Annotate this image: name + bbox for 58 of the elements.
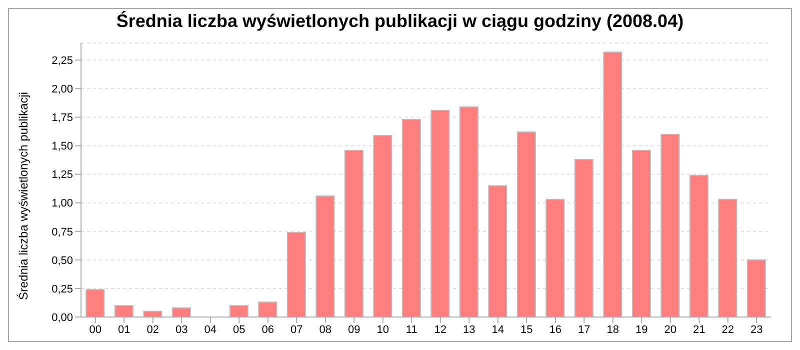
bar: [172, 307, 191, 317]
bar: [86, 289, 105, 317]
bar: [402, 118, 421, 317]
x-tick-label: 14: [492, 324, 504, 336]
y-tick-label: 0,50: [52, 254, 73, 267]
y-tick-label: 1,25: [52, 169, 73, 182]
bar: [258, 302, 278, 317]
x-tick-label: 22: [722, 324, 734, 336]
x-tick-label: 11: [406, 324, 418, 336]
y-tick-label: 0,25: [52, 283, 73, 296]
x-tick-label: 07: [290, 324, 303, 336]
x-tick-label: 12: [434, 324, 446, 336]
bar: [660, 134, 680, 317]
bar: [574, 158, 594, 317]
x-tick-label: 17: [578, 324, 590, 336]
bar: [689, 174, 708, 317]
x-tick-label: 05: [233, 324, 246, 336]
x-tick-label: 08: [319, 324, 332, 336]
x-tick-label: 00: [89, 324, 102, 336]
x-tick-label: 18: [606, 324, 619, 336]
x-tick-label: 20: [664, 324, 676, 336]
bar: [344, 150, 364, 317]
x-tick-label: 15: [520, 324, 533, 336]
y-tick-label: 1,50: [52, 140, 73, 153]
y-tick-label: 1,00: [52, 198, 73, 210]
chart-title: Średnia liczba wyświetlonych publikacji w ciągu godziny (2008.04): [115, 10, 685, 33]
bar: [229, 305, 248, 317]
x-tick-label: 10: [376, 324, 389, 336]
x-tick-label: 23: [750, 324, 763, 336]
bar: [114, 305, 134, 317]
y-tick-label: 1,75: [52, 112, 73, 124]
bar: [516, 132, 536, 317]
x-tick-label: 04: [204, 324, 216, 336]
bar: [488, 185, 508, 317]
bar: [718, 198, 738, 317]
bar: [373, 134, 392, 317]
bar: [746, 259, 766, 317]
y-axis-title: Średnia liczba wyświetlonych publikacji: [16, 92, 30, 300]
y-tick-label: 2,25: [52, 55, 73, 68]
bar: [546, 198, 565, 317]
x-tick-label: 21: [693, 324, 706, 336]
x-tick-label: 01: [118, 324, 130, 336]
x-tick-label: 02: [146, 324, 159, 336]
bar: [459, 106, 478, 317]
y-tick-label: 2,00: [52, 84, 73, 96]
x-tick-label: 19: [636, 324, 648, 336]
y-tick-label: 0,75: [52, 226, 73, 238]
x-tick-label: 06: [262, 324, 274, 336]
bar: [430, 110, 450, 317]
bar: [632, 150, 651, 317]
bar: [286, 232, 306, 317]
x-tick-label: 16: [549, 324, 562, 336]
bar: [316, 195, 335, 317]
x-tick-label: 09: [348, 324, 360, 336]
x-tick-label: 03: [176, 324, 188, 336]
x-tick-label: 13: [463, 324, 476, 336]
y-tick-label: 0,00: [52, 312, 73, 324]
bar: [603, 52, 622, 317]
